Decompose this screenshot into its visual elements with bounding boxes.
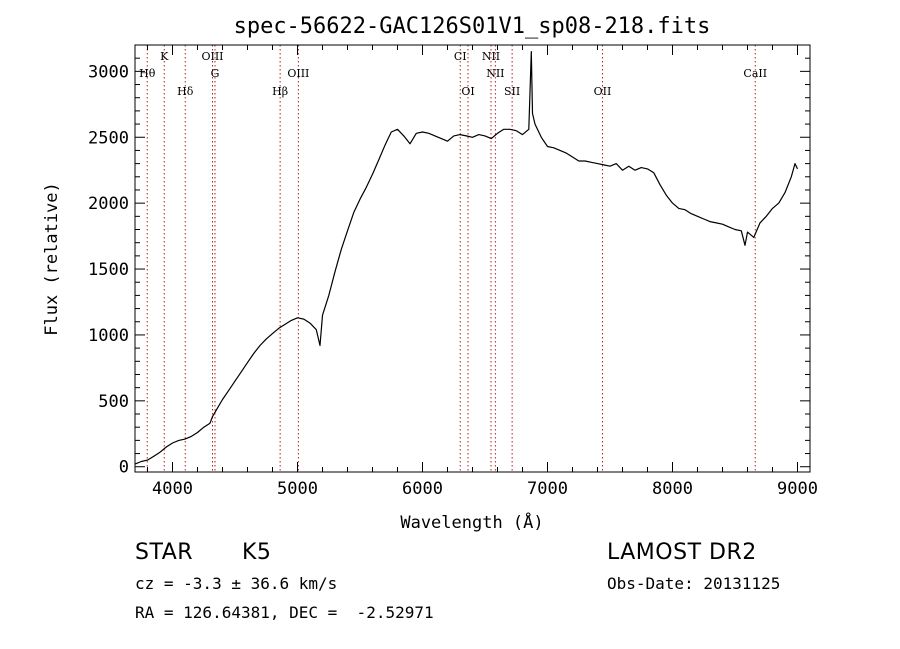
redshift-line: cz = -3.3 ± 36.6 km/s [135, 574, 338, 593]
object-class: STAR [135, 540, 194, 565]
spectral-line-label: Hθ [139, 67, 156, 80]
plot-frame [134, 44, 811, 473]
spectral-line-label: CI [454, 50, 467, 63]
spectral-line-label: OI [461, 85, 474, 98]
spectral-line-label: OIII [201, 50, 223, 63]
x-tick-label: 6000 [402, 479, 443, 499]
x-tick-label: 8000 [652, 479, 693, 499]
y-tick-label: 2000 [88, 194, 129, 214]
y-axis-label: Flux (relative) [42, 182, 62, 336]
spectrum-line [134, 50, 799, 465]
x-tick-label: 4000 [152, 479, 193, 499]
y-tick-label: 3000 [88, 62, 129, 82]
y-tick-label: 1000 [88, 326, 129, 346]
spectral-line-label: NII [486, 67, 504, 80]
x-axis-label: Wavelength (Å) [400, 511, 543, 533]
spectral-line-label: CaII [743, 67, 767, 80]
object-subclass: K5 [242, 540, 272, 565]
spectral-line-label: NII [482, 50, 500, 63]
survey-name: LAMOST DR2 [607, 540, 757, 565]
x-tick-label: 9000 [777, 479, 818, 499]
y-tick-label: 0 [119, 458, 129, 478]
spectral-line-label: Hβ [272, 85, 288, 98]
spectral-line-label: SII [504, 85, 520, 98]
spectral-line-label: OIII [287, 67, 309, 80]
x-tick-label: 5000 [277, 479, 318, 499]
y-tick-label: 500 [98, 392, 129, 412]
chart-title: spec-56622-GAC126S01V1_sp08-218.fits [234, 14, 711, 39]
coordinates-line: RA = 126.64381, DEC = -2.52971 [135, 603, 434, 622]
y-tick-label: 2500 [88, 128, 129, 148]
y-tick-label: 1500 [88, 260, 129, 280]
spectral-line-label: G [211, 67, 220, 80]
x-tick-label: 7000 [527, 479, 568, 499]
spectrum-series-layer [134, 50, 799, 465]
spectral-line-label: K [160, 50, 169, 63]
obs-date-line: Obs-Date: 20131125 [607, 574, 781, 593]
spectral-line-label: Hδ [177, 85, 194, 98]
spectral-line-label: OII [594, 85, 612, 98]
axis-ticks: 4000 5000 6000 7000 8000 9000 0 500 1000 1500 2000… [88, 45, 818, 499]
